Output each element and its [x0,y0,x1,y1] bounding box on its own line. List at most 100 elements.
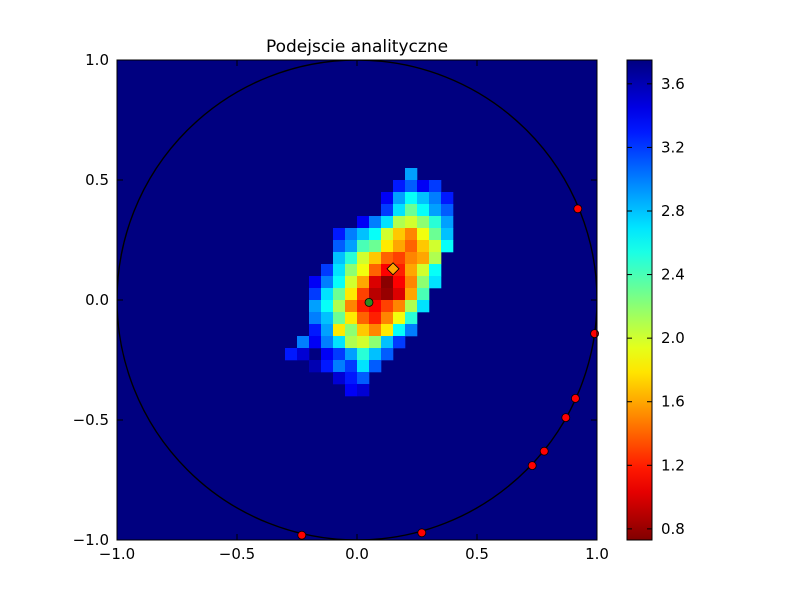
heatmap-cell [441,228,454,241]
heatmap-cell [357,360,370,373]
heatmap-cell [381,348,394,361]
heatmap-cell [405,204,418,217]
x-tick-label: −1.0 [99,545,135,563]
x-tick-label: 1.0 [585,545,609,563]
heatmap-cell [405,300,418,313]
y-tick-label: 0.5 [85,171,109,189]
heatmap-cell [417,300,430,313]
heatmap-cell [369,228,382,241]
colorbar-tick-label: 3.2 [661,138,685,156]
colorbar-tick-label: 1.2 [661,456,685,474]
heatmap-cell [405,288,418,301]
heatmap-cell [333,336,346,349]
heatmap-cell [441,204,454,217]
heatmap-cell [369,312,382,325]
heatmap-cell [369,360,382,373]
heatmap-cell [429,264,442,277]
heatmap-cell [345,300,358,313]
heatmap-cell [417,204,430,217]
heatmap-cell [381,336,394,349]
heatmap-cell [357,336,370,349]
heatmap-cell [357,324,370,337]
heatmap-cell [357,288,370,301]
heatmap-cell [369,276,382,289]
heatmap-cell [357,276,370,289]
heatmap-cell [357,348,370,361]
heatmap-cell [345,312,358,325]
heatmap-cell [297,336,310,349]
heatmap-cell [417,240,430,253]
heatmap-cell [393,228,406,241]
heatmap-cell [429,192,442,205]
heatmap-cell [441,240,454,253]
heatmap-cell [381,240,394,253]
scatter-point [527,461,537,471]
heatmap-cell [333,360,346,373]
x-axis: −1.0 −0.5 0.0 0.5 1.0 [99,60,609,563]
heatmap-cell [309,312,322,325]
plot-area [116,59,599,541]
heatmap-cell [309,360,322,373]
heatmap-cell [321,312,334,325]
heatmap-cell [333,312,346,325]
heatmap-cell [381,300,394,313]
heatmap-cell [441,216,454,229]
colorbar-tick-label: 2.8 [661,202,685,220]
heatmap-cell [381,204,394,217]
heatmap-cell [369,240,382,253]
heatmap-cell [393,336,406,349]
colorbar-tick-label: 0.8 [661,520,685,538]
heatmap-cell [357,372,370,385]
heatmap-cell [429,216,442,229]
heatmap-cell [381,252,394,265]
heatmap-cell [381,192,394,205]
heatmap-cell [405,192,418,205]
heatmap-cell [321,276,334,289]
heatmap-cell [345,360,358,373]
scatter-point [417,528,427,538]
heatmap-cell [405,216,418,229]
scatter-point [561,413,571,423]
heatmap-cell [345,276,358,289]
y-axis: −1.0 −0.5 0.0 0.5 1.0 [73,51,597,549]
heatmap-cell [417,180,430,193]
heatmap-cell [357,228,370,241]
heatmap-cell [321,336,334,349]
heatmap-cell [345,336,358,349]
heatmap-cell [345,288,358,301]
heatmap-cell [345,348,358,361]
heatmap-cell [393,324,406,337]
y-tick-label: 1.0 [85,51,109,69]
scatter-point [571,393,580,403]
heatmap-cell [345,384,358,397]
heatmap-cell [405,264,418,277]
heatmap-cell [333,252,346,265]
colorbar-gradient [627,60,652,540]
heatmap-cell [393,276,406,289]
heatmap-cell [381,312,394,325]
heatmap-cell [357,312,370,325]
heatmap-cell [345,228,358,241]
heatmap-cell [309,336,322,349]
heatmap-cell [429,252,442,265]
heatmap-cell [369,252,382,265]
heatmap-cell [345,240,358,253]
heatmap-cell [369,324,382,337]
heatmap-cell [405,252,418,265]
heatmap-cell [357,240,370,253]
heatmap-cell [333,240,346,253]
scatter-point-diamond [386,262,400,276]
heatmap-cell [321,360,334,373]
heatmap-cell [429,204,442,217]
heatmap-cell [321,264,334,277]
scatter-point [539,446,549,456]
heatmap-cell [393,204,406,217]
heatmap-cell [405,312,418,325]
heatmap-cell [309,324,322,337]
heatmap-cell [345,324,358,337]
heatmap-cell [345,252,358,265]
heatmap-cell [429,276,442,289]
heatmap-cell [297,348,310,361]
heatmap-cell [405,228,418,241]
